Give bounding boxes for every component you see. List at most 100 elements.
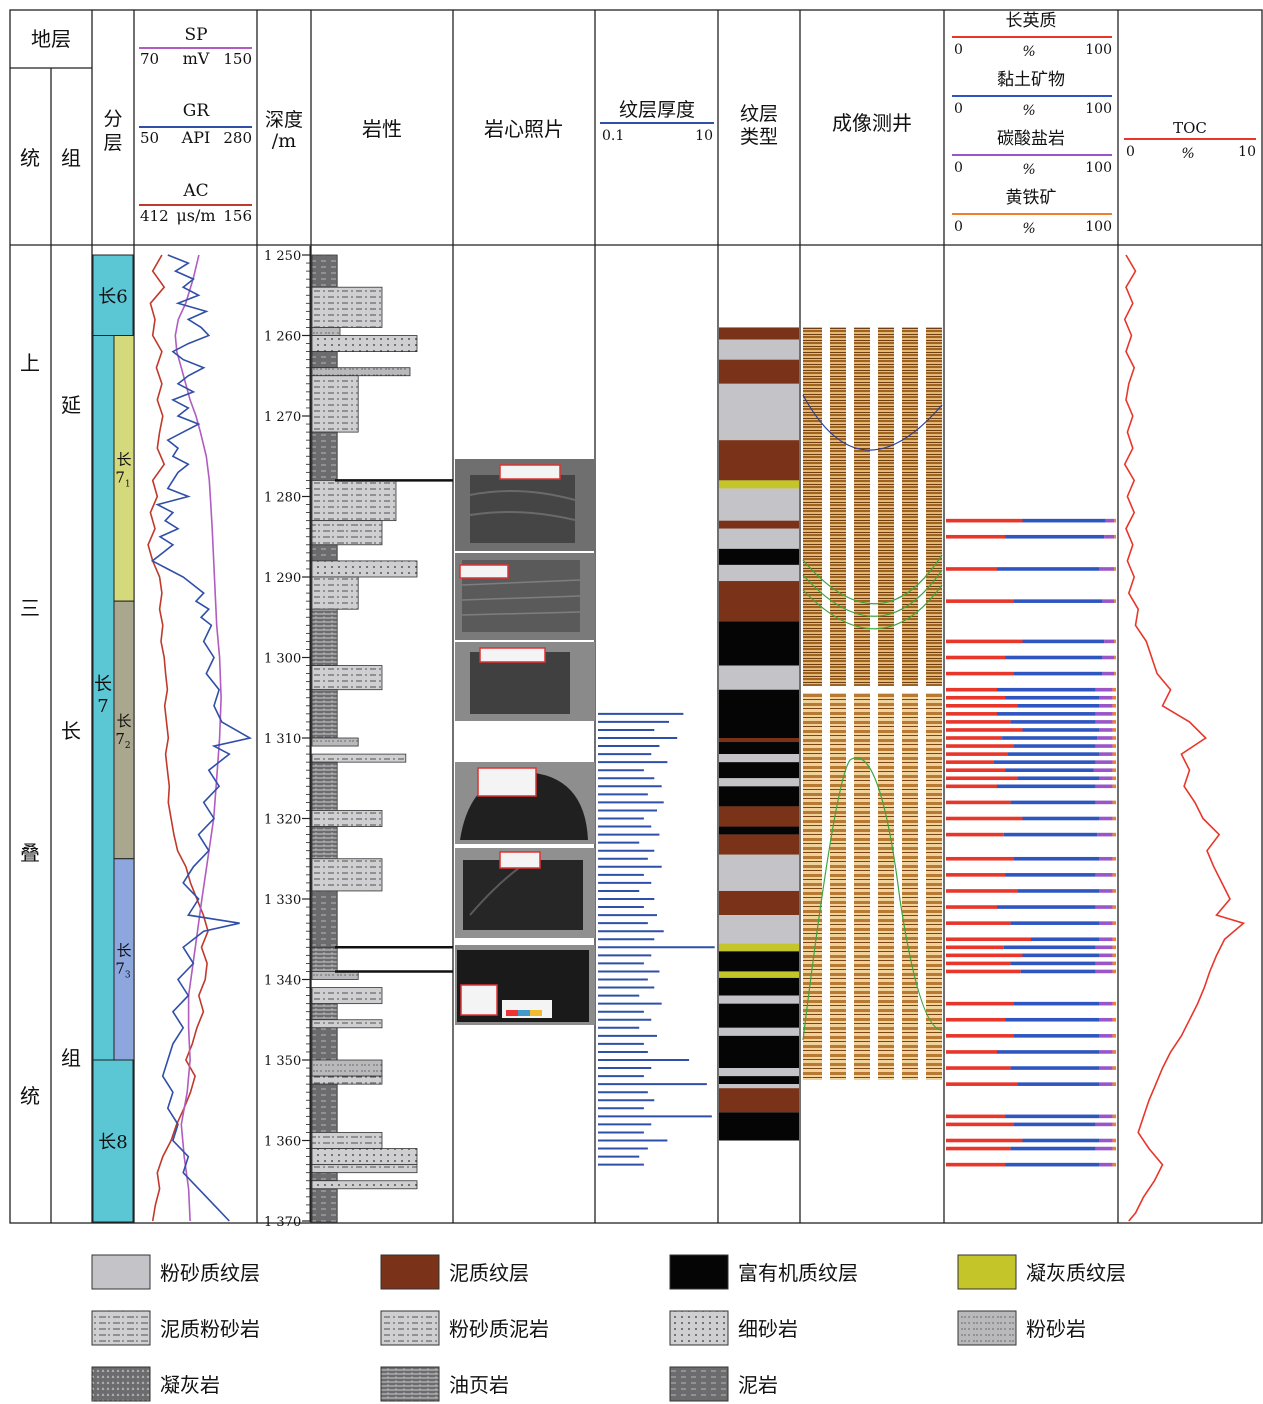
mineral-bar-segment bbox=[1010, 921, 1099, 925]
mineral-bar-segment bbox=[1099, 1066, 1113, 1070]
depth-tick-label: 1 300 bbox=[264, 652, 301, 667]
mineral-unit: % bbox=[1022, 221, 1035, 237]
mineral-bar-segment bbox=[1112, 873, 1116, 877]
mineral-bar-segment bbox=[1099, 1114, 1113, 1119]
lamina-type-block bbox=[719, 488, 799, 521]
depth-track: 1 250 1 260 1 270 1 280 1 290 1 300 1 310 1 320… bbox=[264, 246, 311, 1230]
core-photo-3 bbox=[455, 642, 595, 721]
mineral-bar-segment bbox=[1112, 744, 1116, 748]
log-name: GR bbox=[183, 101, 211, 121]
mineral-bar-segment bbox=[1099, 816, 1113, 821]
mineral-bar-segment bbox=[1099, 856, 1113, 861]
log-max: 156 bbox=[223, 207, 252, 225]
mineral-bar-segment bbox=[1005, 695, 1099, 700]
mineral-bar-segment bbox=[1099, 1082, 1113, 1086]
mineral-bar-segment bbox=[1112, 889, 1116, 893]
mineral-bar-segment bbox=[1112, 800, 1116, 805]
lithology-interval bbox=[311, 1059, 383, 1077]
lithology-interval bbox=[311, 576, 359, 610]
mineral-bar-segment bbox=[946, 1050, 997, 1054]
mineral-max: 100 bbox=[1085, 219, 1112, 235]
mineral-bar-segment bbox=[946, 856, 1014, 861]
legend-label: 细砂岩 bbox=[738, 1317, 798, 1341]
header-lamina-type-label: 类型 bbox=[740, 126, 778, 148]
mineral-bar-segment bbox=[946, 784, 997, 789]
sub-unit-label: 长 bbox=[116, 712, 131, 730]
mineral-bar-segment bbox=[993, 760, 1096, 764]
mineral-bar-segment bbox=[1022, 518, 1106, 523]
lithology-interval bbox=[311, 737, 359, 747]
mineral-bar-segment bbox=[1112, 720, 1116, 724]
lamina-type-block bbox=[719, 1088, 799, 1113]
mineral-bar-segment bbox=[1112, 1001, 1116, 1006]
mineral-bar-segment bbox=[1095, 969, 1113, 974]
legend-swatch bbox=[669, 1254, 729, 1290]
lithology-interval bbox=[311, 761, 338, 811]
mineral-bar-segment bbox=[1099, 1017, 1113, 1022]
mineral-bar-segment bbox=[1112, 1122, 1116, 1127]
series-char: 上 bbox=[20, 351, 40, 375]
mineral-bar-segment bbox=[1112, 1146, 1116, 1151]
lamina-type-block bbox=[719, 738, 799, 743]
mineral-bar-segment bbox=[1112, 728, 1116, 732]
mineral-bar-segment bbox=[1112, 953, 1116, 958]
lamina-type-block bbox=[719, 854, 799, 891]
mineral-bar-segment bbox=[1095, 744, 1113, 748]
header-lithology: 岩性 bbox=[362, 117, 402, 141]
mineral-bar-segment bbox=[1102, 671, 1115, 676]
mineral-bar-segment bbox=[946, 1034, 1014, 1038]
sp-gr-ac-track bbox=[147, 254, 253, 1222]
lithology-interval bbox=[311, 254, 338, 288]
mineral-bar-segment bbox=[1112, 1066, 1116, 1070]
lithology-interval bbox=[311, 1172, 338, 1182]
core-photo-4 bbox=[455, 762, 595, 844]
mineral-bar-segment bbox=[946, 1066, 1011, 1070]
lamina-type-block bbox=[719, 943, 799, 952]
legend-swatch bbox=[957, 1310, 1017, 1346]
sp-curve bbox=[174, 254, 222, 1222]
lamina-thickness-min: 0.1 bbox=[602, 128, 624, 144]
lithology-interval bbox=[311, 286, 383, 328]
legend-swatch bbox=[957, 1254, 1017, 1290]
lamina-type-block bbox=[719, 786, 799, 807]
lithology-interval bbox=[311, 479, 397, 522]
mineral-bar-segment bbox=[946, 800, 1011, 805]
depth-tick-label: 1 340 bbox=[264, 974, 301, 989]
lamina-type-block bbox=[719, 440, 799, 481]
mineral-bar-segment bbox=[1005, 534, 1105, 539]
log-name: SP bbox=[184, 25, 207, 45]
mineral-bar-segment bbox=[1112, 969, 1116, 974]
imaging-gap bbox=[894, 327, 902, 1080]
imaging-gaps bbox=[803, 327, 942, 1080]
mineral-name: 碳酸盐岩 bbox=[997, 129, 1065, 149]
mineral-bar-segment bbox=[946, 534, 1006, 539]
mineral-bar-segment bbox=[946, 889, 1018, 893]
mineral-bar-segment bbox=[1112, 1082, 1116, 1086]
mineral-bar-segment bbox=[1112, 937, 1116, 942]
mineral-bar-segment bbox=[1005, 1017, 1099, 1022]
unit-label: 长 bbox=[94, 674, 112, 695]
mineral-min: 0 bbox=[954, 101, 963, 117]
mineral-bar-segment bbox=[1099, 1162, 1113, 1167]
lamina-type-track bbox=[719, 327, 799, 1141]
unit-block bbox=[92, 1059, 134, 1223]
header-subunit-label: 层 bbox=[103, 132, 122, 154]
mineral-bar-segment bbox=[946, 905, 997, 909]
lithology-interval bbox=[311, 520, 383, 546]
mineral-bar-segment bbox=[1095, 720, 1113, 724]
sub-unit-label: 长 bbox=[116, 941, 131, 959]
core-photo-5 bbox=[455, 848, 595, 938]
mineral-bar-segment bbox=[1002, 736, 1098, 740]
depth-tick-label: 1 360 bbox=[264, 1135, 301, 1150]
header-series: 统 bbox=[20, 146, 40, 170]
lithology-interval bbox=[311, 1003, 338, 1021]
mineral-bar-segment bbox=[946, 1001, 1014, 1006]
mineral-bar-segment bbox=[1112, 704, 1116, 708]
mineral-bar-segment bbox=[1014, 744, 1096, 748]
lamina-thickness-track bbox=[598, 712, 715, 1166]
toc-min: 0 bbox=[1126, 144, 1135, 160]
legend-swatch bbox=[91, 1254, 151, 1290]
toc-curve bbox=[1123, 254, 1246, 1222]
mineral-unit: % bbox=[1022, 103, 1035, 119]
